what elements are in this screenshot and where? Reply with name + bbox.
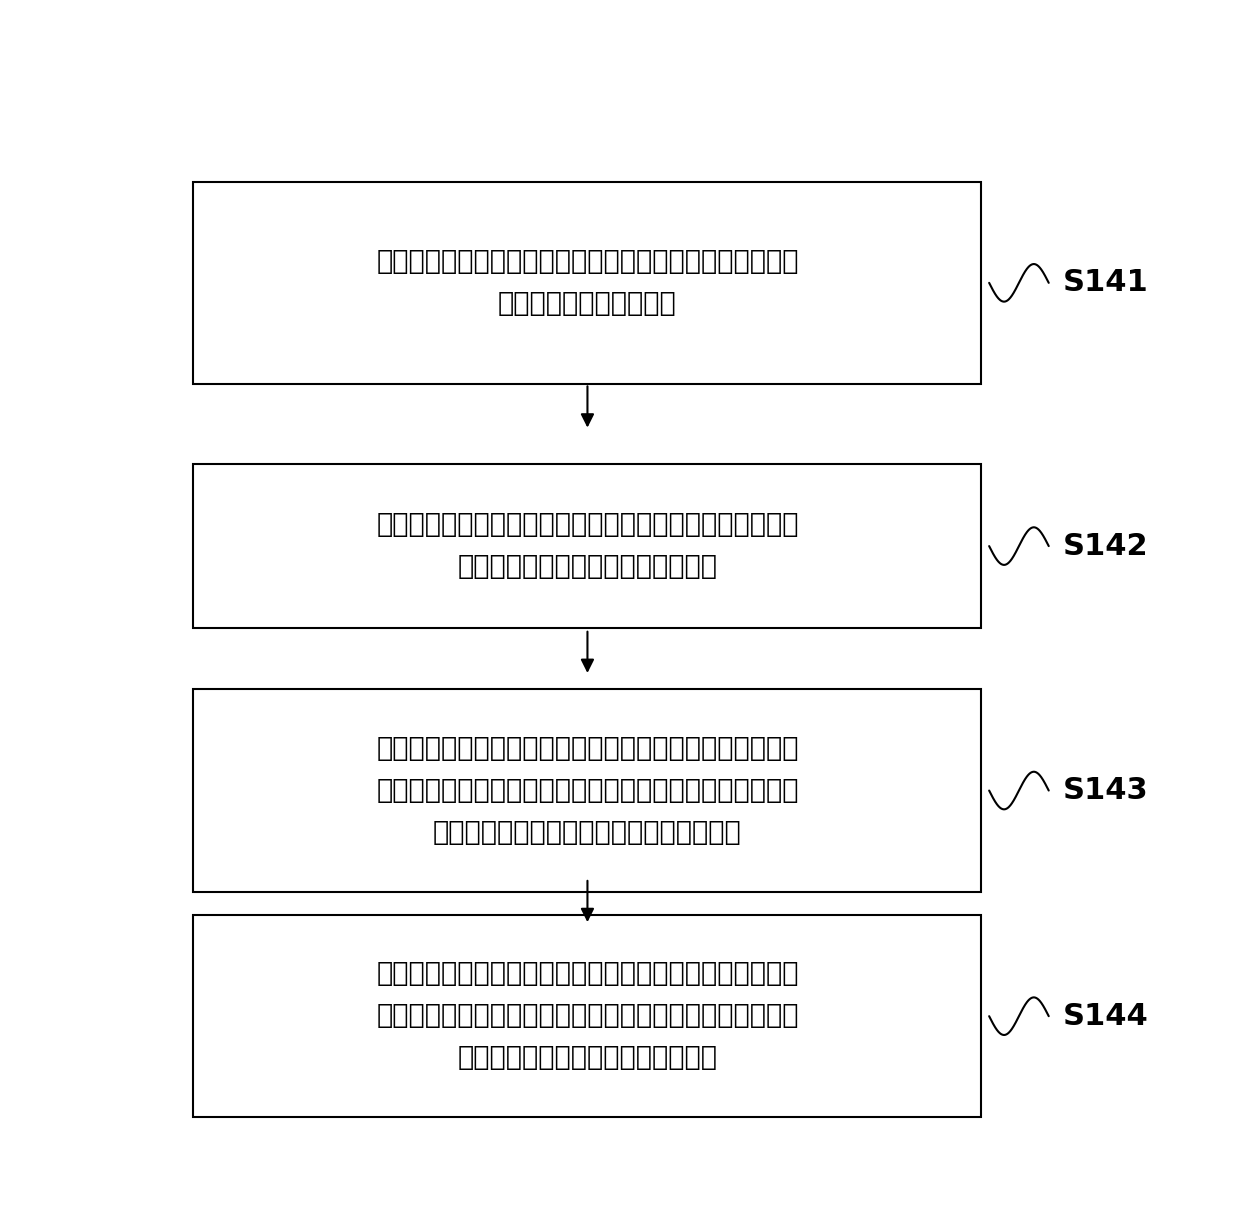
Text: 判断所有室内机的第一温度偏差是否均小于或者等于第一预
设值；若是，无需修正目标蒸发温度: 判断所有室内机的第一温度偏差是否均小于或者等于第一预 设值；若是，无需修正目标蒸… — [376, 512, 799, 580]
FancyBboxPatch shape — [193, 915, 982, 1117]
Text: S141: S141 — [1063, 269, 1149, 298]
Text: S144: S144 — [1063, 1001, 1149, 1031]
FancyBboxPatch shape — [193, 690, 982, 891]
Text: 若至少一个室内的第一温度偏差大于第一预设值，计算第一
温度偏差大于第一预设值的室内机的第二温度偏差，其中，
第二温度偏差为回风温度和出风温度的差值: 若至少一个室内的第一温度偏差大于第一预设值，计算第一 温度偏差大于第一预设值的室… — [376, 735, 799, 845]
Text: S143: S143 — [1063, 777, 1148, 805]
FancyBboxPatch shape — [193, 182, 982, 383]
FancyBboxPatch shape — [193, 464, 982, 629]
Text: S142: S142 — [1063, 531, 1148, 560]
Text: 计算各个室内机的第一温度偏差，其中，第一温度偏差为回
风温度和设定温度的差值: 计算各个室内机的第一温度偏差，其中，第一温度偏差为回 风温度和设定温度的差值 — [376, 249, 799, 316]
Text: 判断第一温度偏差大于第一预设值的室内机的第二温度偏差
是否均大于或者等于第二预设值；若是，无需修正目标蒸发
温度；若否，需要修正目标蒸发温度: 判断第一温度偏差大于第一预设值的室内机的第二温度偏差 是否均大于或者等于第二预设… — [376, 961, 799, 1071]
